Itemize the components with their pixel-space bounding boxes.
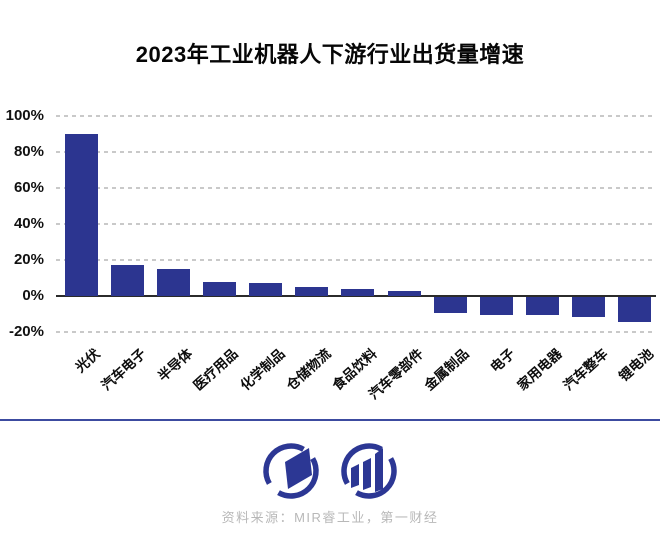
bar-化学制品 — [249, 283, 283, 296]
x-axis-line — [56, 295, 656, 297]
y-axis-tick-label: 40% — [13, 214, 44, 232]
y-axis-tick-label: 100% — [5, 106, 44, 124]
gridline — [56, 114, 656, 117]
bar-光伏 — [64, 133, 98, 296]
gridline — [56, 331, 656, 334]
source-text: 资料来源：MIR睿工业，第一财经 — [221, 510, 439, 525]
bar-金属制品 — [433, 297, 467, 314]
gridline — [56, 186, 656, 189]
bar-锂电池 — [618, 297, 652, 323]
chart-title: 2023年工业机器人下游行业出货量增速 — [135, 42, 525, 67]
brand-logos — [0, 441, 660, 501]
y-axis-tick-label: 20% — [13, 250, 44, 268]
growth-bars-logo-icon — [341, 443, 397, 499]
x-axis-category-label: 化学制品 — [237, 345, 288, 394]
bar-仓储物流 — [295, 286, 329, 296]
x-axis-category-label: 仓储物流 — [283, 345, 334, 394]
bar-chart: 100% 80% 60% 40% 20% 0% -20% 光伏 汽车电子 半导体 医疗用品 化学制品仓… — [5, 106, 657, 403]
x-axis-category-label: 汽车整车 — [560, 345, 611, 394]
x-axis-category-label: 电子 — [487, 345, 519, 376]
x-axis-category-label: 金属制品 — [421, 345, 472, 394]
y-axis-tick-label: 0% — [22, 287, 44, 304]
bar-汽车整车 — [572, 297, 606, 317]
x-axis-category-label: 锂电池 — [616, 345, 657, 385]
footer-divider — [0, 419, 660, 421]
bar-电子 — [479, 297, 513, 316]
gridline — [56, 258, 656, 261]
y-axis-tick-label: 60% — [13, 178, 44, 196]
bar-家用电器 — [526, 297, 559, 316]
gridline — [56, 150, 656, 153]
x-axis-category-label: 光伏 — [72, 345, 103, 376]
parallelogram-logo-icon — [263, 443, 319, 499]
x-axis-category-label: 汽车电子 — [98, 345, 149, 394]
x-axis-category-label: 医疗用品 — [190, 345, 242, 394]
bar-半导体 — [156, 268, 190, 296]
bar-汽车零部件 — [387, 290, 421, 296]
bar-汽车电子 — [110, 265, 144, 296]
bar-食品饮料 — [341, 288, 375, 296]
y-axis-tick-label: -20% — [8, 323, 44, 341]
y-axis-tick-label: 80% — [13, 142, 44, 160]
x-axis-category-label: 家用电器 — [514, 345, 565, 394]
bar-医疗用品 — [202, 281, 236, 296]
gridline — [56, 222, 656, 225]
